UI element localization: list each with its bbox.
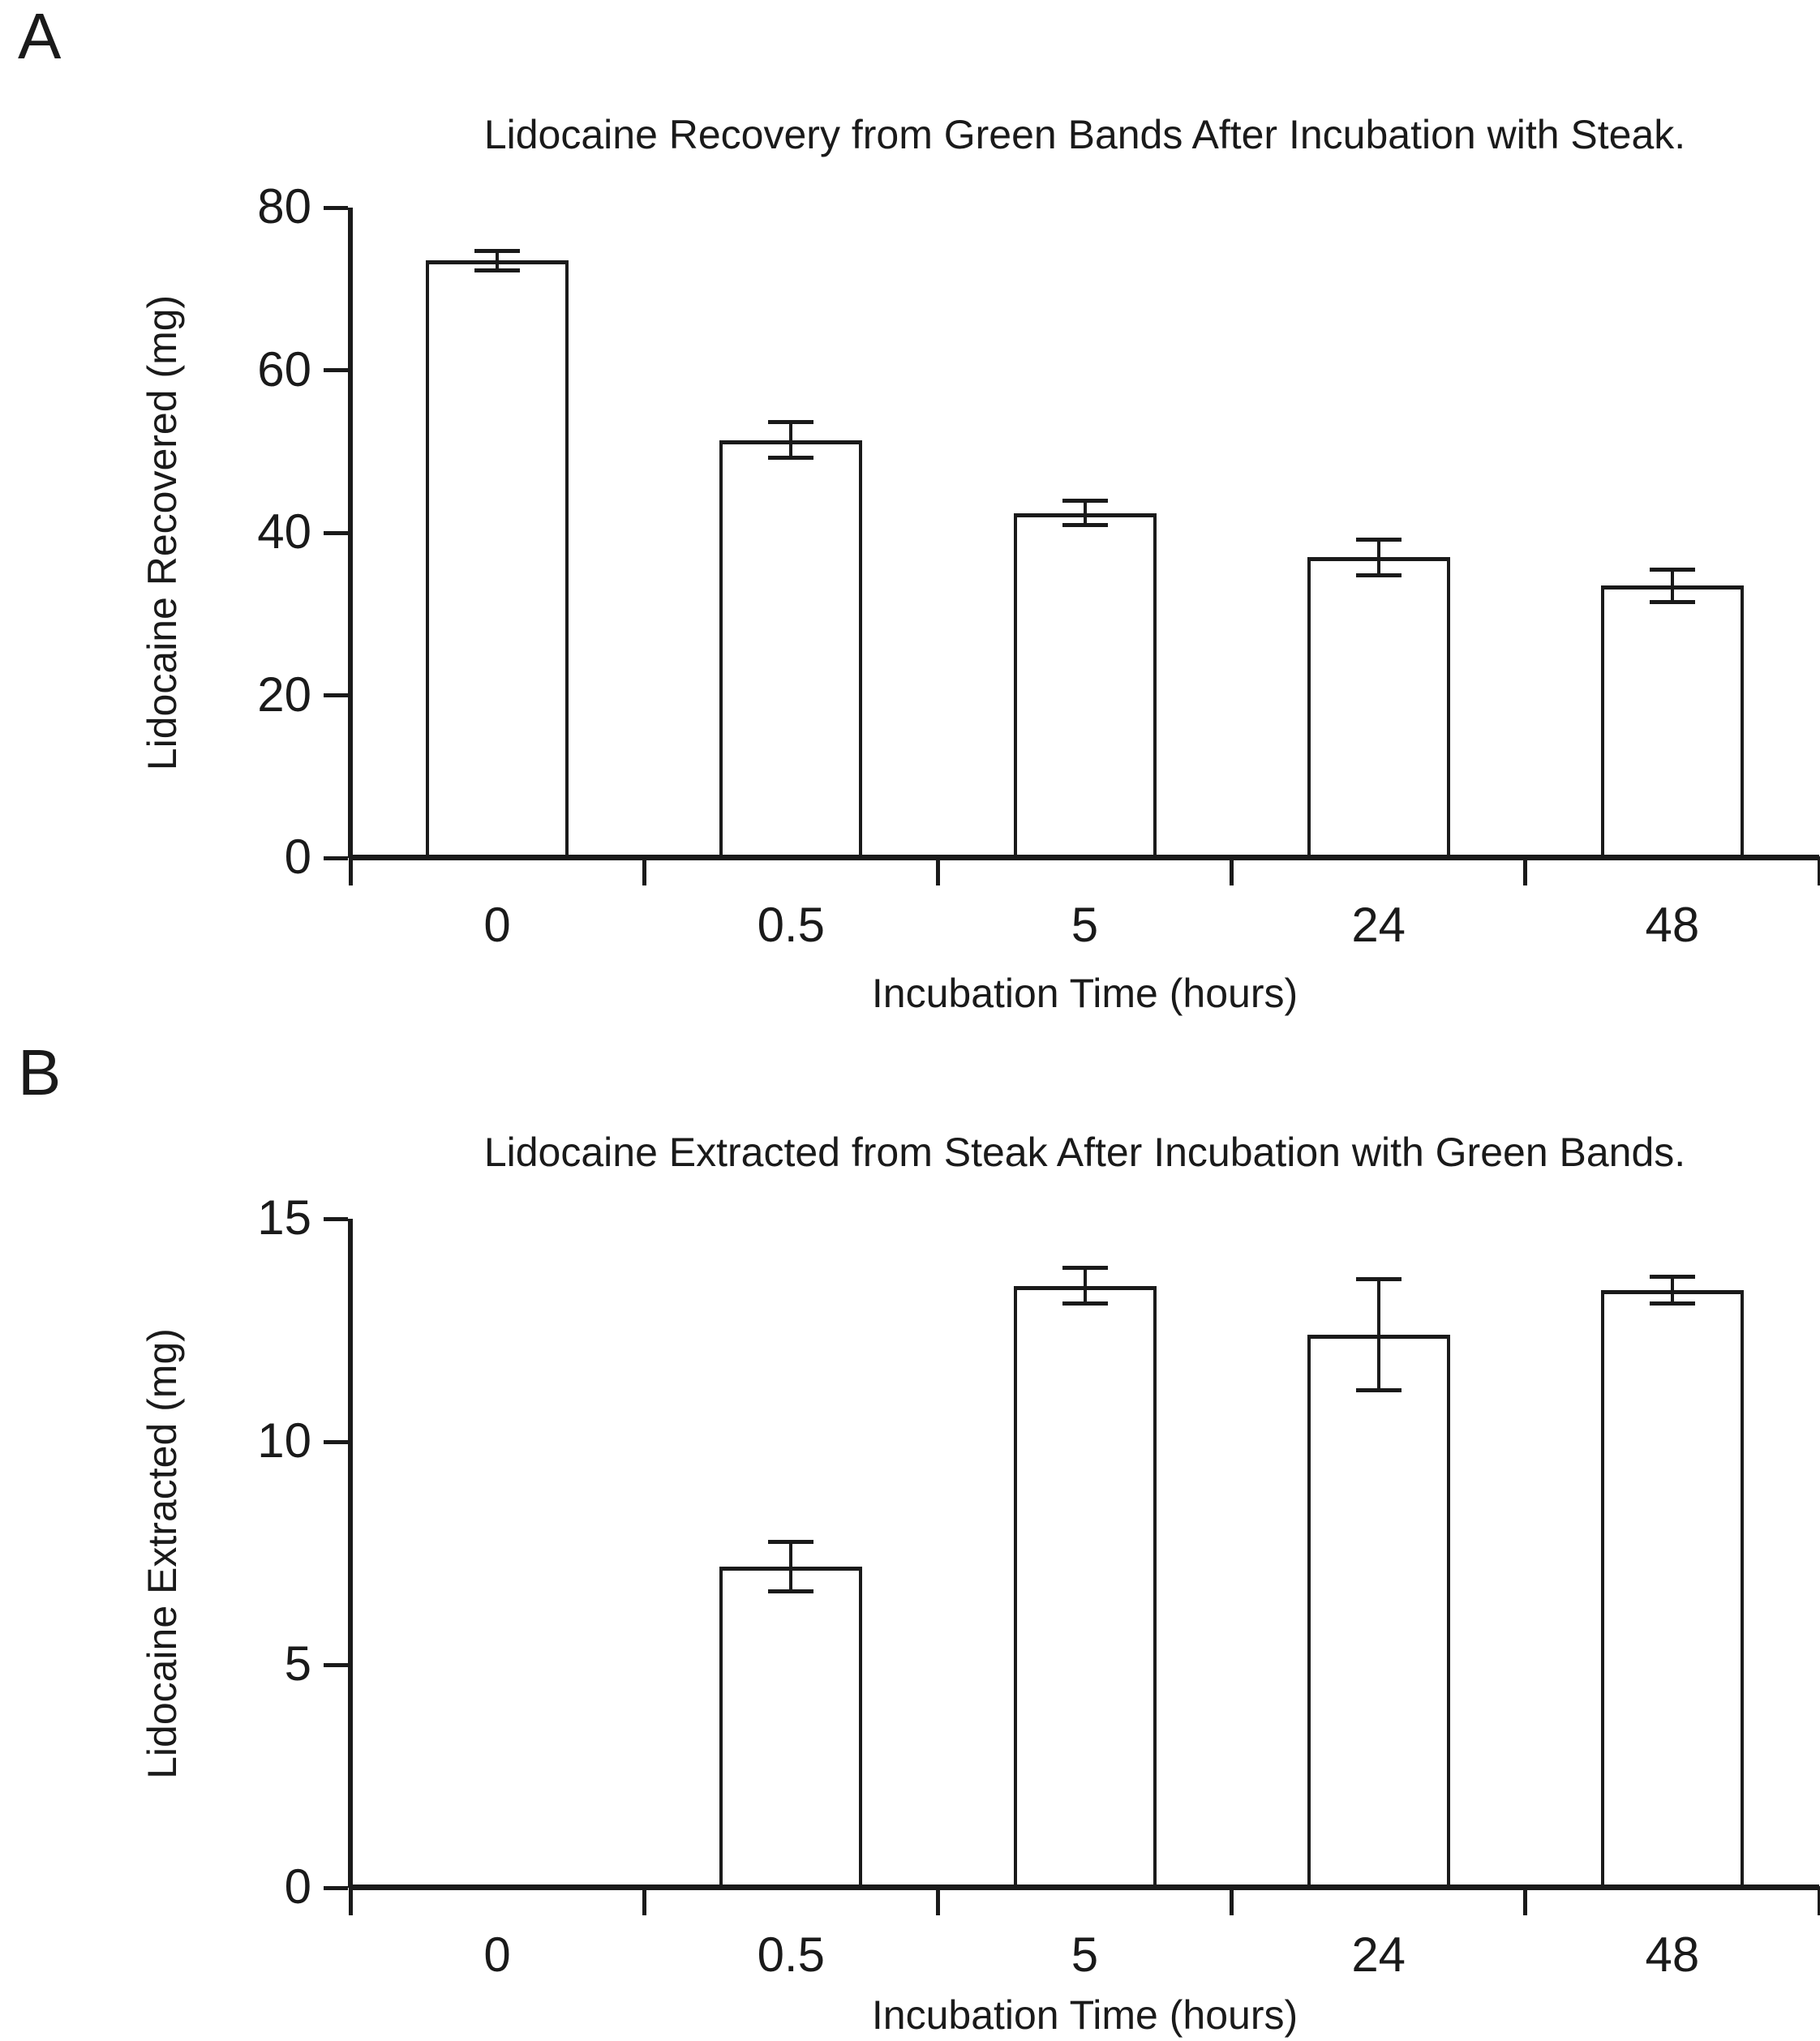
error-bar-cap-bottom	[768, 456, 814, 461]
x-axis-tick	[1230, 856, 1234, 885]
x-category-label: 0	[483, 1927, 511, 1982]
error-bar-cap-top	[1062, 1266, 1108, 1270]
panel-b-letter: B	[18, 1036, 62, 1108]
x-axis-tick	[935, 856, 940, 885]
y-axis-tick-label: 60	[257, 341, 311, 397]
panel-a-y-axis-line	[348, 208, 353, 858]
y-axis-tick	[324, 205, 348, 210]
error-bar-line	[1083, 1267, 1087, 1304]
panel-b-y-axis-label: Lidocaine Extracted (mg)	[140, 1328, 185, 1779]
x-category-label: 0.5	[757, 898, 825, 952]
panel-b-plot-area: Incubation Time (hours) 0 5 10 15 0 0.5 5 24 48	[257, 1193, 1820, 2037]
error-bar-line	[1670, 569, 1674, 602]
error-bar-cap-bottom	[1649, 599, 1695, 604]
bar-0.5h	[719, 440, 863, 858]
y-axis-tick	[324, 855, 348, 860]
y-axis-tick	[324, 1662, 348, 1667]
x-category-label: 0	[483, 898, 511, 952]
error-bar-line	[1083, 500, 1087, 525]
y-axis-tick-label: 15	[257, 1190, 311, 1245]
x-axis-tick	[642, 1886, 646, 1915]
x-category-label: 24	[1351, 898, 1406, 952]
panel-b-title: Lidocaine Extracted from Steak After Inc…	[483, 1130, 1686, 1175]
x-axis-tick	[1523, 1886, 1528, 1915]
error-bar-line	[1670, 1276, 1674, 1304]
error-bar-cap-bottom	[1355, 572, 1401, 577]
error-bar-line	[1376, 1279, 1380, 1391]
panel-a-letter: A	[18, 0, 62, 72]
error-bar-cap-bottom	[1649, 1301, 1695, 1306]
x-axis-tick	[348, 856, 353, 885]
bar-48h	[1600, 585, 1744, 858]
error-bar-line	[1376, 539, 1380, 576]
error-bar-line	[789, 1541, 793, 1592]
error-bar-line	[789, 422, 793, 458]
error-bar-cap-bottom	[474, 268, 521, 272]
panel-a-title: Lidocaine Recovery from Green Bands Afte…	[483, 112, 1686, 157]
x-axis-tick	[642, 856, 646, 885]
x-axis-tick	[348, 1886, 353, 1915]
error-bar-cap-bottom	[1062, 1301, 1108, 1306]
y-axis-tick-label: 80	[257, 179, 311, 234]
x-axis-tick	[1523, 856, 1528, 885]
x-axis-tick	[1817, 856, 1820, 885]
y-axis-tick-label: 0	[284, 1859, 311, 1914]
error-bar-cap-top	[1649, 1275, 1695, 1279]
bar-0.5h	[719, 1567, 863, 1888]
error-bar-cap-top	[768, 420, 814, 425]
y-axis-tick-label: 40	[257, 504, 311, 559]
panel-b-x-axis-label: Incubation Time (hours)	[871, 1992, 1298, 2038]
x-category-label: 48	[1645, 1927, 1700, 1982]
error-bar-cap-top	[768, 1540, 814, 1545]
y-axis-tick-label: 10	[257, 1413, 311, 1468]
error-bar-cap-top	[1355, 537, 1401, 542]
bar-5h	[1013, 1285, 1157, 1888]
y-axis-tick-label: 20	[257, 667, 311, 722]
bar-5h	[1013, 512, 1157, 858]
x-axis-tick	[1817, 1886, 1820, 1915]
y-axis-tick	[324, 368, 348, 372]
y-axis-tick	[324, 1885, 348, 1890]
x-category-label: 5	[1071, 1927, 1099, 1982]
y-axis-tick	[324, 530, 348, 535]
panel-a-y-axis-label: Lidocaine Recovered (mg)	[140, 294, 185, 771]
error-bar-cap-bottom	[768, 1589, 814, 1593]
y-axis-tick	[324, 693, 348, 697]
bar-48h	[1600, 1290, 1744, 1888]
error-bar-cap-top	[1649, 567, 1695, 572]
x-category-label: 48	[1645, 898, 1700, 952]
bar-24h	[1307, 557, 1450, 858]
panel-a-plot-area: Incubation Time (hours) 0 20 40 60 80 0 0.5 5 24…	[257, 182, 1820, 1015]
y-axis-tick-label: 0	[284, 830, 311, 884]
panel-a-x-axis-label: Incubation Time (hours)	[871, 971, 1298, 1016]
bar-0h	[426, 260, 569, 858]
panel-b-y-axis-line	[348, 1219, 353, 1888]
error-bar-line	[496, 251, 500, 271]
error-bar-cap-top	[1062, 499, 1108, 504]
y-axis-tick	[324, 1439, 348, 1444]
x-category-label: 5	[1071, 898, 1099, 952]
y-axis-tick	[324, 1216, 348, 1221]
x-axis-tick	[1230, 1886, 1234, 1915]
x-category-label: 0.5	[757, 1927, 825, 1982]
x-category-label: 24	[1351, 1927, 1406, 1982]
error-bar-cap-top	[1355, 1276, 1401, 1281]
bar-24h	[1307, 1335, 1450, 1888]
error-bar-cap-bottom	[1355, 1388, 1401, 1393]
x-axis-tick	[935, 1886, 940, 1915]
error-bar-cap-top	[474, 248, 521, 253]
y-axis-tick-label: 5	[284, 1636, 311, 1691]
error-bar-cap-bottom	[1062, 523, 1108, 528]
